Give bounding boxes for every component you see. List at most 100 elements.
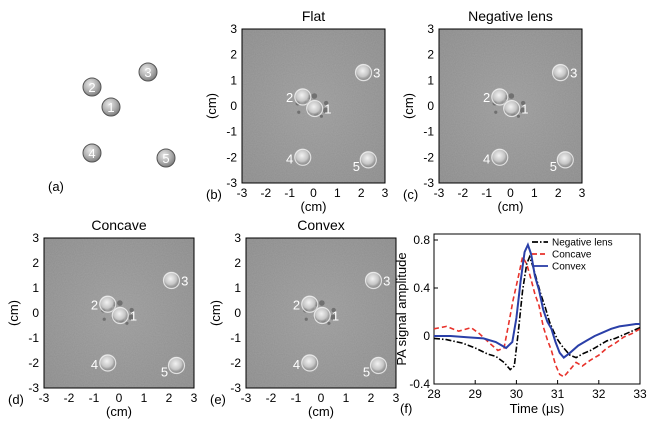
artifact-dot bbox=[519, 107, 526, 114]
y-tick-label: 0.4 bbox=[413, 281, 430, 295]
artifact-dot bbox=[102, 317, 106, 321]
y-axis-label: (cm) bbox=[6, 300, 21, 326]
source-blob-5 bbox=[369, 356, 388, 375]
source-number: 3 bbox=[383, 274, 390, 289]
source-blob-4 bbox=[293, 148, 312, 167]
y-tick-label: 2 bbox=[32, 256, 39, 270]
y-tick-label: -3 bbox=[28, 381, 39, 395]
series-line-0 bbox=[433, 254, 641, 371]
artifact-dot bbox=[330, 314, 337, 321]
artifact-dot bbox=[508, 93, 515, 99]
x-tick-label: -1 bbox=[284, 186, 295, 200]
artifact-dot bbox=[297, 110, 301, 114]
y-tick-label: -1 bbox=[230, 331, 241, 345]
source-blob-3 bbox=[364, 271, 383, 290]
image-panel-convex: 2 1 3 4 5 -3-3 -2 -2 -1 -1 0 0 1 1 2 2 3 3 Convex (cm) (cm) (… bbox=[208, 217, 400, 419]
x-tick-label: -1 bbox=[89, 391, 100, 405]
image-frame bbox=[245, 237, 397, 389]
y-tick-label: 3 bbox=[32, 231, 39, 245]
image-frame bbox=[438, 28, 583, 184]
source-number: 2 bbox=[483, 90, 490, 105]
x-tick-label: -1 bbox=[481, 186, 492, 200]
panel-title: Concave bbox=[91, 217, 146, 233]
x-tick-label: 0 bbox=[116, 391, 123, 405]
source-blob-5 bbox=[167, 356, 186, 375]
chart-x-axis-label: Time (µs) bbox=[510, 401, 565, 416]
source-number: 3 bbox=[373, 66, 380, 81]
panel-label-f: (f) bbox=[400, 401, 412, 416]
y-axis-label: (cm) bbox=[204, 93, 219, 119]
x-tick-label: 0 bbox=[318, 391, 325, 405]
source-marker-1: 1 bbox=[101, 97, 121, 117]
x-tick-label: 3 bbox=[191, 391, 198, 405]
panel-label-a: (a) bbox=[48, 179, 64, 194]
x-tick-label: 1 bbox=[334, 186, 341, 200]
x-tick-label: -2 bbox=[457, 186, 468, 200]
x-tick-label: 1 bbox=[343, 391, 350, 405]
source-number: 4 bbox=[483, 152, 490, 167]
panel-label: (c) bbox=[403, 187, 418, 202]
marker-number: 3 bbox=[144, 65, 151, 80]
x-axis-label: (cm) bbox=[106, 404, 132, 419]
source-number: 1 bbox=[324, 102, 331, 117]
source-ring-4 bbox=[294, 148, 312, 166]
y-tick-label: 1 bbox=[427, 73, 434, 87]
source-marker-5: 5 bbox=[156, 148, 176, 168]
source-blob-4 bbox=[300, 354, 319, 372]
y-tick-label: 0 bbox=[423, 329, 430, 343]
x-tick-label: 29 bbox=[469, 387, 483, 401]
x-tick-label: -3 bbox=[237, 186, 248, 200]
y-tick-label: 3 bbox=[230, 22, 237, 36]
artifact-dot bbox=[304, 317, 308, 321]
artifact-dot bbox=[128, 314, 135, 321]
source-blob-1 bbox=[111, 306, 130, 325]
y-tick-label: -2 bbox=[423, 150, 434, 164]
source-number: 5 bbox=[550, 159, 557, 174]
source-ring-2 bbox=[99, 295, 117, 313]
marker-number: 4 bbox=[88, 146, 95, 161]
x-tick-label: 33 bbox=[633, 387, 647, 401]
source-number: 4 bbox=[286, 152, 293, 167]
marker-number: 5 bbox=[162, 151, 169, 166]
source-ring-2 bbox=[294, 88, 312, 106]
source-number: 4 bbox=[91, 357, 98, 372]
image-panel-flat: 2 1 3 4 5 -3-3 -2 -2 -1 -1 0 0 1 1 2 2 3 3 Flat (cm) (cm) (b) bbox=[204, 8, 389, 214]
panel-title: Flat bbox=[302, 8, 325, 24]
source-ring-5 bbox=[369, 356, 388, 375]
source-marker-2: 2 bbox=[82, 77, 102, 97]
y-tick-label: 0 bbox=[427, 99, 434, 113]
source-number: 3 bbox=[570, 66, 577, 81]
legend-entry: Concave bbox=[552, 250, 592, 261]
x-tick-label: 1 bbox=[141, 391, 148, 405]
chart-y-axis-label: PA signal amplitude bbox=[394, 252, 409, 365]
y-tick-label: -3 bbox=[226, 176, 237, 190]
x-tick-label: 28 bbox=[427, 387, 441, 401]
legend-entry: Negative lens bbox=[552, 238, 613, 249]
artifact-dot bbox=[117, 300, 123, 306]
chart-plot-frame bbox=[433, 233, 641, 385]
source-number: 2 bbox=[286, 90, 293, 105]
x-axis-label: (cm) bbox=[301, 199, 327, 214]
source-number: 5 bbox=[353, 159, 360, 174]
series-line-2 bbox=[434, 242, 640, 359]
x-tick-label: -2 bbox=[260, 186, 271, 200]
line-chart-pa-signal: 28 29 30 31 32 33 -0.4 0 0.4 0.8 Time (µs) PA sig… bbox=[394, 233, 647, 416]
source-ring-2 bbox=[301, 295, 319, 313]
y-tick-label: 0 bbox=[234, 306, 241, 320]
source-ring-4 bbox=[491, 148, 509, 166]
panel-title: Negative lens bbox=[468, 8, 553, 24]
x-tick-label: 2 bbox=[358, 186, 365, 200]
image-panel-negative-lens: 2 1 3 4 5 -3-3 -2 -2 -1 -1 0 0 1 1 2 2 3 3 Negative lens (c… bbox=[401, 8, 586, 214]
x-tick-label: -3 bbox=[241, 391, 252, 405]
marker-number: 1 bbox=[107, 100, 114, 115]
source-marker-4: 4 bbox=[82, 143, 102, 163]
artifact-dot bbox=[322, 107, 329, 114]
source-ring-4 bbox=[301, 354, 319, 372]
artifact-dot bbox=[331, 307, 336, 313]
x-tick-label: 1 bbox=[531, 186, 538, 200]
source-ring-3 bbox=[364, 271, 383, 290]
y-axis-label: (cm) bbox=[401, 93, 416, 119]
artifact-dot bbox=[129, 307, 134, 313]
